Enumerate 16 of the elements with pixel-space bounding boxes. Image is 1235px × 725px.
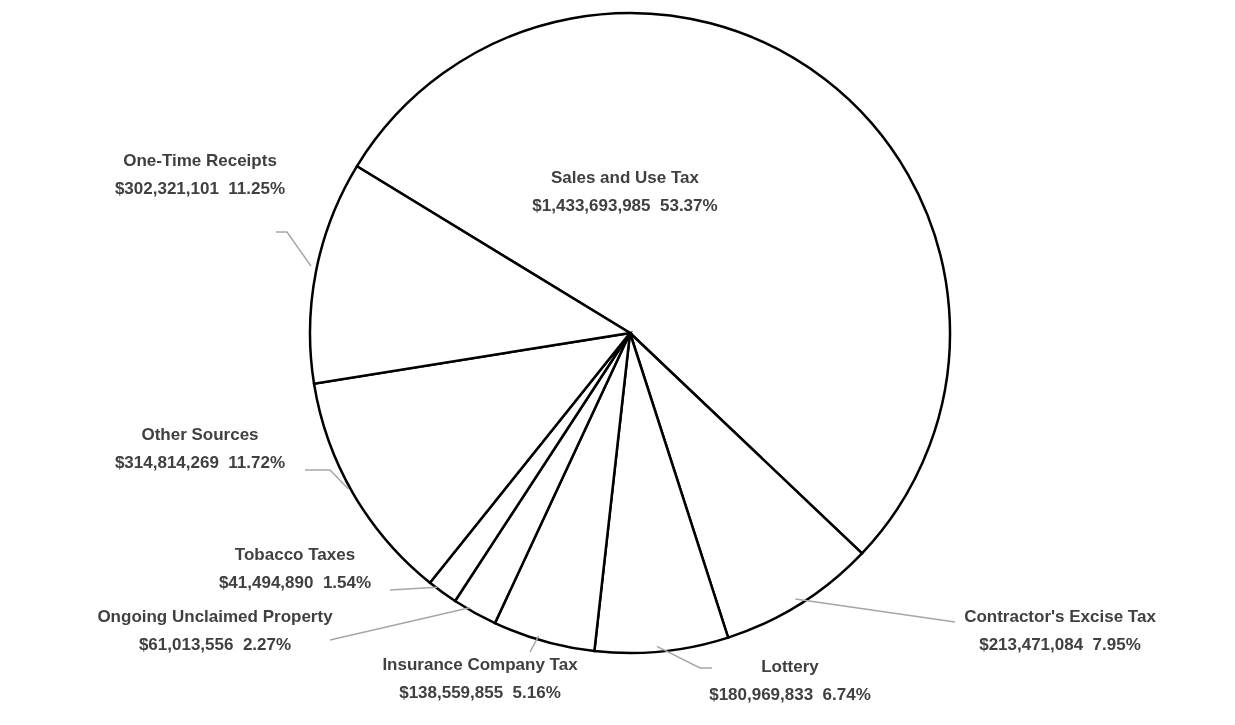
slice-label: Ongoing Unclaimed Property [97, 607, 334, 626]
slice-label: Sales and Use Tax [550, 168, 700, 187]
data-label: $61,013,556 2.27% [138, 635, 292, 654]
slice-label: Other Sources [141, 425, 259, 444]
slice-label: Tobacco Taxes [234, 545, 356, 564]
slice-label: Lottery [761, 657, 820, 676]
slice-label: Insurance Company Tax [382, 655, 579, 674]
data-label: $213,471,084 7.95% [979, 635, 1141, 654]
data-label: $180,969,833 6.74% [709, 685, 871, 704]
data-label: $41,494,890 1.54% [218, 573, 372, 592]
data-label: $302,321,101 11.25% [114, 179, 286, 198]
slice-label: Contractor's Excise Tax [964, 607, 1157, 626]
data-label: $1,433,693,985 53.37% [532, 196, 718, 215]
slice-label: One-Time Receipts [123, 151, 277, 170]
data-label: $314,814,269 11.72% [114, 453, 286, 472]
data-label: $138,559,855 5.16% [399, 683, 561, 702]
